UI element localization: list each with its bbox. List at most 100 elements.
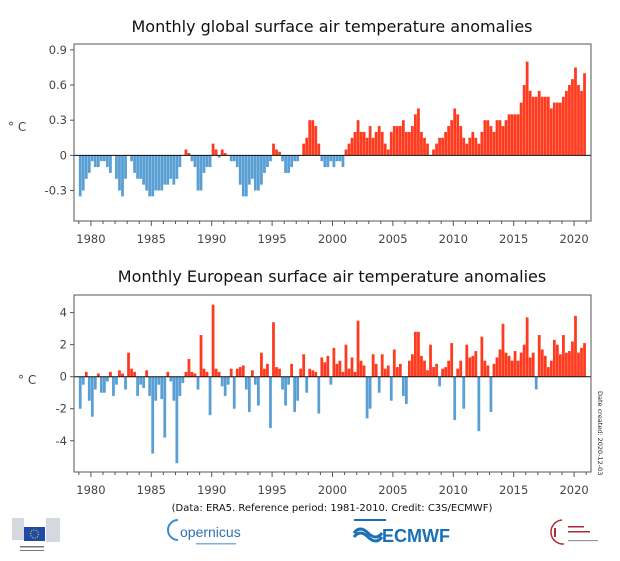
bar [154,155,158,191]
bar [462,376,466,409]
bar [423,360,426,377]
bar [326,355,330,377]
bar [139,376,143,385]
bar [465,344,469,377]
bar [537,90,541,156]
bar [157,376,161,385]
x-tick-label: 2015 [499,232,528,246]
bar [414,114,417,156]
bar [118,370,121,377]
bar [444,367,448,377]
bar [81,376,85,385]
bar [565,90,568,156]
bar [417,331,420,377]
bar [287,155,290,173]
bar [90,376,94,417]
bar [133,155,136,173]
bar [121,373,124,377]
bar [353,371,357,377]
bar [565,352,568,377]
bar [214,368,218,377]
bar [78,155,82,197]
bar [323,362,327,377]
bar [172,155,176,185]
bar [302,143,306,156]
bar [78,376,82,409]
bar [142,376,146,388]
bar [371,354,375,377]
x-tick-label: 2020 [559,232,588,246]
bar [272,322,275,377]
bar [577,352,580,377]
global-y-axis-label: ° C [8,120,26,134]
x-tick-label: 1980 [76,483,105,497]
bar [534,96,538,156]
bar [516,114,520,156]
bar [368,376,372,409]
bar [495,357,499,377]
bar [411,354,414,377]
bar [362,365,366,377]
copernicus-logo-text: opernicus [180,524,241,540]
bar [401,120,405,156]
ecmwf-logo: ECMWF [352,519,450,546]
bar [522,344,526,377]
bar [568,85,571,156]
bar [368,126,372,156]
european-chart: Monthly European surface air temperature… [18,267,592,497]
bar [456,114,460,156]
bar [257,155,260,191]
bar [187,153,191,156]
bar [498,349,502,377]
bar [380,131,384,156]
bar [290,155,294,168]
bar [474,137,478,156]
bar [220,149,224,156]
bar [483,120,487,156]
bar [426,143,429,156]
bar [329,376,333,385]
bar [435,363,438,377]
bar [486,365,490,377]
y-tick-label: 2 [60,338,67,352]
bar [435,143,438,156]
bar [562,96,565,156]
x-tick-label: 2000 [318,483,347,497]
bar [537,335,541,377]
bar [549,360,553,377]
bar [525,61,529,156]
bar [190,155,194,162]
bar [577,85,580,156]
bar [118,155,121,191]
bar [278,368,281,377]
bar [205,371,209,377]
bar [356,320,360,377]
bar [411,126,414,156]
bar [257,376,260,406]
bar [335,155,339,162]
bar [93,155,97,168]
bar [84,155,88,179]
bar [266,155,269,168]
bar [314,126,318,156]
bar [166,155,170,185]
bar [253,376,257,385]
y-tick-label: 0.6 [49,78,67,92]
bar [456,368,460,377]
bar [552,339,556,377]
bar [96,155,100,168]
bar [208,376,212,416]
bar [462,137,466,156]
x-tick-label: 2005 [378,483,407,497]
bar [148,376,152,396]
bar [504,120,508,156]
bar [531,96,535,156]
bar [311,370,315,377]
bar [247,155,251,185]
bar [398,363,402,377]
bar [184,149,188,156]
bar [492,131,496,156]
bar [374,363,378,377]
bar [571,79,574,156]
bar [528,90,532,156]
